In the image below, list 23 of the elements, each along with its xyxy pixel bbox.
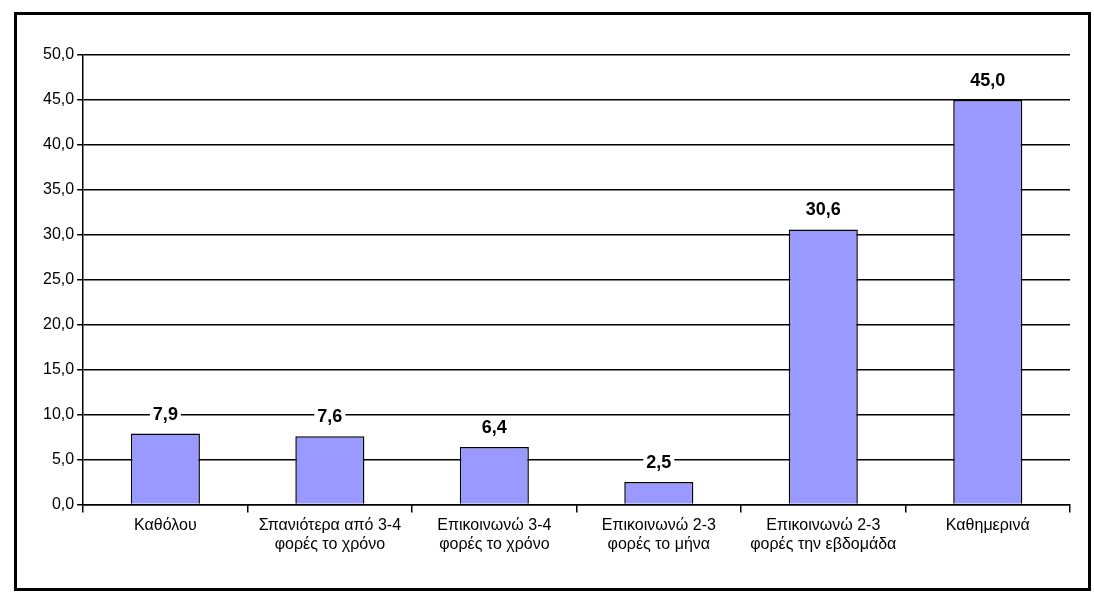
x-tick-label: Επικοινωνώ 3-4 φορές το χρόνο [437, 515, 552, 552]
x-tick-label: Σπανιότερα από 3-4 φορές το χρόνο [258, 515, 402, 552]
y-tick-label: 45,0 [43, 90, 75, 108]
y-tick-label: 5,0 [51, 450, 75, 468]
x-tick-label: Καθημερινά [945, 515, 1030, 533]
y-tick-label: 0,0 [51, 495, 75, 513]
x-tick-label: Επικοινωνώ 2-3 φορές το μήνα [601, 515, 716, 552]
data-label: 30,6 [805, 199, 841, 220]
y-tick-label: 40,0 [43, 135, 75, 153]
y-tick-label: 15,0 [43, 360, 75, 378]
x-tick-label: Καθόλου [134, 515, 197, 533]
y-tick-label: 25,0 [43, 270, 75, 288]
data-label: 45,0 [970, 69, 1006, 90]
y-tick-label: 10,0 [43, 405, 75, 423]
data-label: 7,9 [152, 403, 178, 424]
y-tick-label: 35,0 [43, 180, 75, 198]
data-label: 6,4 [481, 417, 507, 438]
data-label: 2,5 [646, 452, 672, 473]
y-tick-label: 30,0 [43, 225, 75, 243]
x-tick-label: Επικοινωνώ 2-3 φορές την εβδομάδα [750, 515, 897, 552]
y-tick-label: 20,0 [43, 315, 75, 333]
y-tick-label: 50,0 [43, 45, 75, 63]
data-label: 7,6 [317, 406, 343, 427]
